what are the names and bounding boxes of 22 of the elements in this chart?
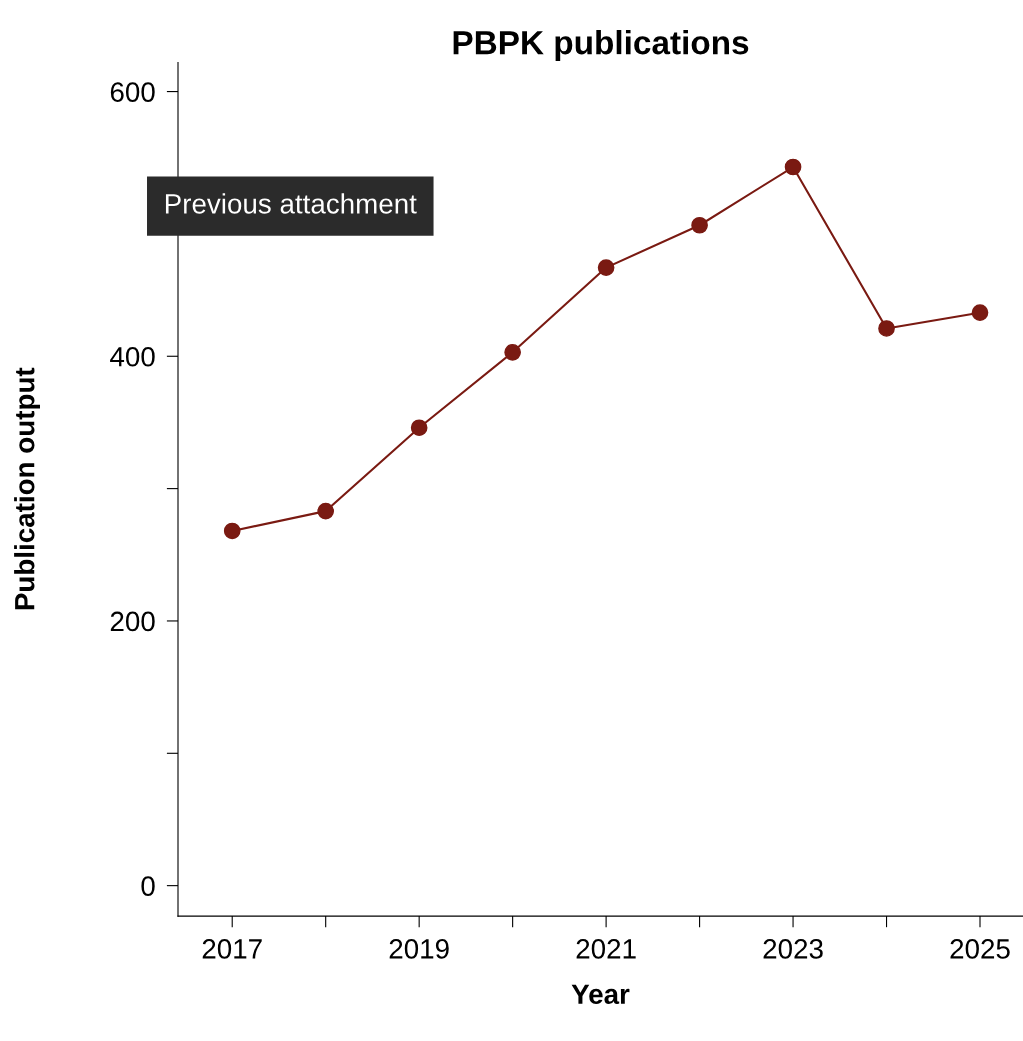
y-tick-label: 600	[110, 82, 155, 102]
point	[317, 502, 335, 520]
point	[691, 216, 708, 234]
point	[784, 158, 802, 176]
point	[597, 259, 615, 276]
point	[223, 522, 241, 540]
x-tick-label: 2017	[202, 939, 262, 959]
point	[504, 343, 521, 361]
x-tick-label: 2021	[576, 939, 636, 959]
annotation: Previous attachment	[165, 193, 417, 214]
point	[878, 320, 895, 337]
point	[971, 304, 989, 321]
y-axis-title: Publication output	[14, 367, 40, 610]
point	[410, 419, 428, 437]
y-tick-label: 0	[141, 876, 155, 896]
x-tick-label: 2019	[389, 939, 449, 959]
x-axis-title: Year	[571, 984, 630, 1005]
y-tick-label: 400	[110, 346, 155, 367]
x-tick-label: 2023	[763, 939, 823, 959]
chart-title: PBPK publications	[453, 29, 749, 62]
x-tick-label: 2025	[950, 939, 1010, 959]
y-tick-label: 200	[110, 611, 155, 632]
